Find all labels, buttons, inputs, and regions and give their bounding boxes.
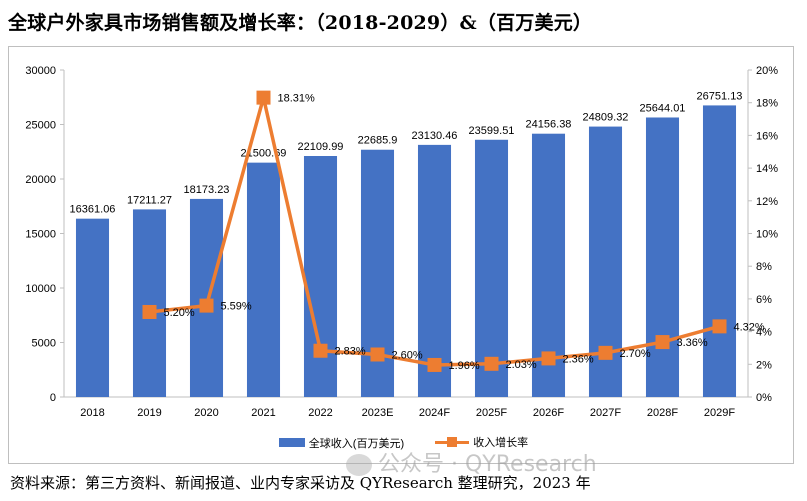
legend-label-growth: 收入增长率 (473, 437, 529, 449)
y-right-tick-label: 6% (756, 294, 772, 306)
x-tick-label: 2026F (533, 407, 564, 419)
growth-point (598, 345, 613, 360)
y-right-tick-label: 14% (756, 163, 778, 175)
growth-data-label: 2.70% (620, 348, 651, 360)
bar-data-label: 16361.06 (70, 204, 116, 216)
legend-swatch-bar (278, 438, 305, 447)
bar-data-label: 23599.51 (469, 125, 515, 137)
growth-data-label: 3.36% (677, 337, 708, 349)
y-left-tick-label: 5000 (32, 338, 56, 350)
legend-item-growth: 收入增长率 (435, 434, 528, 450)
bar (645, 117, 680, 398)
bar-data-label: 22109.99 (298, 141, 344, 153)
y-right-tick-label: 16% (756, 130, 778, 142)
growth-data-label: 5.20% (164, 307, 195, 319)
bar (702, 105, 737, 397)
x-tick-label: 2023E (362, 407, 394, 419)
bar (75, 218, 110, 397)
bar (132, 209, 167, 397)
y-left-tick-label: 15000 (25, 229, 56, 241)
legend-swatch-line (435, 437, 470, 447)
watermark-text: 公众号 · QYResearch (378, 452, 597, 477)
growth-data-label: 5.59% (221, 301, 252, 313)
bar-data-label: 17211.27 (127, 194, 172, 206)
bar-data-label: 25644.01 (640, 102, 686, 114)
chart-legend: 全球收入(百万美元) 收入增长率 (0, 434, 807, 451)
growth-data-label: 4.32% (734, 321, 765, 333)
growth-point (256, 90, 271, 105)
y-right-tick-label: 2% (756, 359, 772, 371)
growth-data-label: 18.31% (278, 93, 316, 105)
x-tick-label: 2024F (419, 407, 450, 419)
bar-data-label: 18173.23 (184, 184, 230, 196)
x-tick-label: 2025F (476, 407, 507, 419)
growth-point (712, 319, 727, 334)
x-tick-label: 2022 (308, 407, 332, 419)
growth-data-label: 2.60% (392, 349, 423, 361)
growth-point (142, 304, 157, 319)
growth-data-label: 1.96% (449, 360, 480, 372)
bar-data-label: 23130.46 (412, 130, 458, 142)
y-left-tick-label: 25000 (25, 120, 56, 132)
growth-data-label: 2.36% (563, 353, 594, 365)
bar-data-label: 24809.32 (583, 112, 629, 124)
y-right-tick-label: 10% (756, 229, 778, 241)
bar-data-label: 22685.9 (358, 135, 398, 147)
y-left-tick-label: 0 (50, 392, 56, 404)
y-left-tick-label: 10000 (25, 283, 56, 295)
chart-frame (8, 46, 794, 464)
bar (189, 198, 224, 397)
watermark: 公众号 · QYResearch (346, 446, 597, 478)
growth-point (541, 351, 556, 366)
legend-label-revenue: 全球收入(百万美元) (308, 437, 405, 450)
y-right-tick-label: 0% (756, 392, 772, 404)
wechat-icon (346, 454, 372, 476)
growth-point (370, 347, 385, 362)
x-tick-label: 2029F (704, 407, 735, 419)
y-right-tick-label: 18% (756, 98, 778, 110)
y-right-tick-label: 12% (756, 196, 778, 208)
bar (303, 156, 338, 397)
bar (474, 139, 509, 398)
x-tick-label: 2021 (251, 407, 275, 419)
y-right-tick-label: 4% (756, 327, 772, 339)
x-tick-label: 2018 (80, 407, 104, 419)
legend-item-revenue: 全球收入(百万美元) (278, 435, 405, 451)
x-tick-label: 2028F (647, 407, 678, 419)
growth-data-label: 2.83% (335, 346, 366, 358)
x-tick-label: 2019 (137, 407, 161, 419)
chart-title: 全球户外家具市场销售额及增长率：（2018-2029）&（百万美元） (8, 12, 593, 34)
growth-data-label: 2.03% (506, 359, 537, 371)
growth-point (199, 298, 214, 313)
growth-point (427, 357, 442, 372)
x-tick-label: 2027F (590, 407, 621, 419)
growth-point (313, 343, 328, 358)
bar (417, 144, 452, 397)
bar-data-label: 26751.13 (697, 90, 743, 102)
y-right-tick-label: 20% (756, 65, 778, 77)
growth-point (655, 335, 670, 350)
bar-data-label: 24156.38 (526, 119, 572, 131)
y-left-tick-label: 20000 (25, 174, 56, 186)
y-left-tick-label: 30000 (25, 65, 56, 77)
bar (246, 162, 281, 397)
x-tick-label: 2020 (194, 407, 218, 419)
y-right-tick-label: 8% (756, 261, 772, 273)
source-note: 资料来源：第三方资料、新闻报道、业内专家采访及 QYResearch 整理研究，… (10, 474, 591, 492)
growth-point (484, 356, 499, 371)
